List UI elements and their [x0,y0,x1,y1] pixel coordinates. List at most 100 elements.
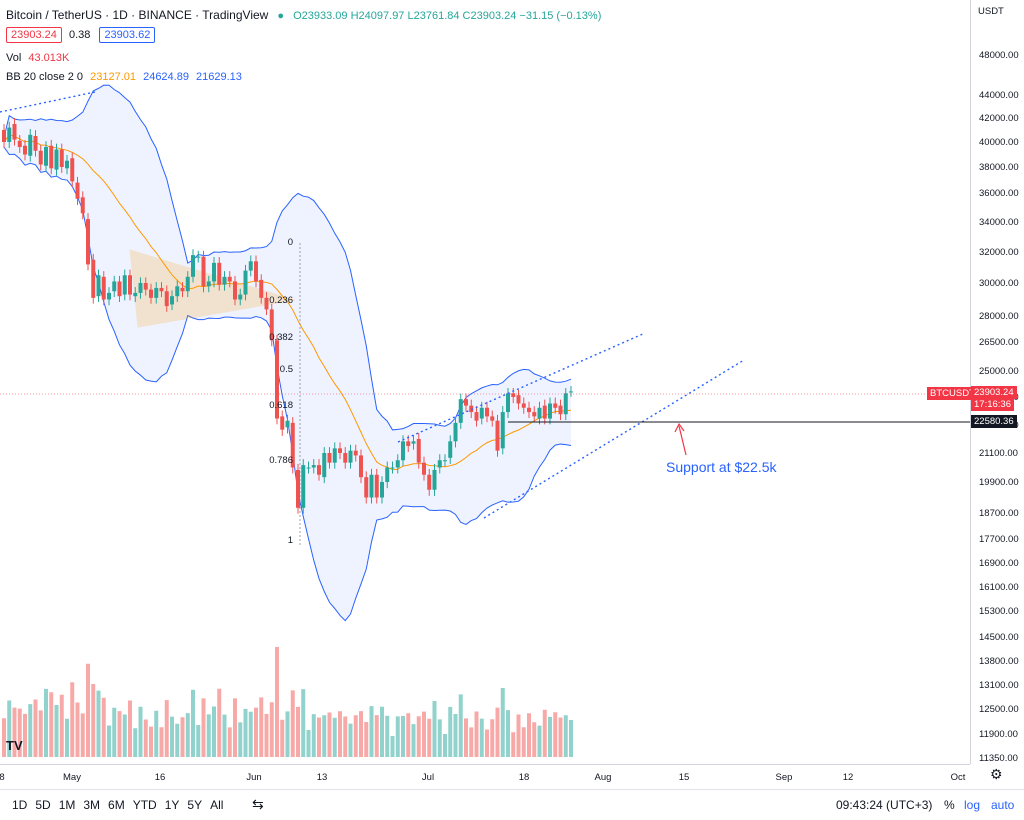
candle [212,257,216,288]
spread-value: 0.38 [68,29,91,41]
price-tick-label: 13800.00 [979,656,1019,667]
candle-body [128,275,132,295]
candle-body [264,297,269,310]
symbol-title[interactable]: Bitcoin / TetherUS · 1D · BINANCE · Trad… [6,8,269,22]
candle [495,414,500,457]
volume-bar [154,710,159,757]
candle [474,406,479,427]
volume-bar [306,730,311,757]
fib-level-label: 0.5 [280,364,293,375]
price-chart[interactable]: 0 0.236 0.382 0.5 0.618 0.786 1 Support at $22.… [0,0,970,764]
support-annotation: Support at $22.5k [666,459,778,475]
volume-bar [301,689,306,757]
bollinger-upper-line [3,84,572,431]
time-axis[interactable]: 8 May 16 Jun 13 Jul 18 Aug 15 Sep 12 Oct [0,764,970,789]
volume-bar [201,698,206,757]
range-button-1m[interactable]: 1M [58,798,76,812]
range-button-all[interactable]: All [210,798,224,812]
candle-body [80,197,85,214]
candle [395,454,400,474]
volume-bar [128,700,132,757]
candle [23,139,27,161]
candle [44,141,48,172]
upper-trendline-left [0,91,96,113]
volume-bar [432,701,437,757]
range-button-1d[interactable]: 1D [12,798,28,812]
candle-body [201,256,206,287]
volume-bar [469,727,474,757]
volume-bar [569,720,573,757]
volume-bar [91,684,96,757]
price-tick-label: 30000.00 [979,278,1019,289]
ask-box[interactable]: 23903.62 [99,27,156,43]
bottom-toolbar: 1D 5D 1M 3M 6M YTD 1Y 5Y All ⇆ 09:43:24 (UTC+3) … [0,789,1024,820]
range-button-6m[interactable]: 6M [108,798,125,812]
volume-bar [38,710,43,757]
tradingview-logo[interactable]: TV [6,738,23,753]
range-button-3m[interactable]: 3M [83,798,101,812]
candle-body [516,395,521,404]
range-button-1y[interactable]: 1Y [164,798,180,812]
settings-gear-icon[interactable]: ⚙ [990,766,1003,782]
time-tick-label: 16 [155,772,166,783]
compare-icon[interactable]: ⇆ [252,796,264,812]
volume-bar [500,688,505,757]
candle-body [338,448,342,453]
candle-body [479,407,484,419]
auto-toggle[interactable]: auto [991,798,1015,812]
volume-bar [558,717,563,757]
countdown-tag: 17:16:36 [971,398,1014,411]
support-arrow [678,425,687,456]
range-button-5d[interactable]: 5D [35,798,51,812]
range-button-5y[interactable]: 5Y [187,798,203,812]
candle-body [364,477,369,498]
candle-body [275,340,279,419]
volume-bar [427,718,432,757]
candle-body [222,276,227,285]
candle [65,154,69,175]
market-status-icon: ● [277,10,285,22]
candle-body [107,292,111,300]
candle-body [143,283,148,290]
volume-bar [553,712,558,757]
candle [448,435,453,464]
candle-body [217,262,222,285]
volume-bar [338,711,342,757]
bid-box[interactable]: 23903.24 [6,27,62,43]
candle [222,271,227,291]
candle [374,468,379,504]
volume-bar [164,700,169,757]
candle-body [485,407,489,417]
candle-body [243,270,248,295]
percent-toggle[interactable]: % [944,798,955,812]
candle [359,449,363,484]
log-toggle[interactable]: log [964,798,981,812]
price-axis[interactable]: 48000.00 44000.00 42000.00 40000.00 38000.00… [927,0,1024,764]
candle [243,264,248,301]
candle-body [500,412,505,449]
candle [416,432,421,469]
candle-body [553,403,558,408]
volume-bar [332,717,337,757]
candle-body [233,281,237,300]
candle [201,250,206,293]
time-tick-label: 15 [679,772,690,783]
candle-body [437,460,442,468]
candle [254,255,258,288]
candle [107,287,111,306]
volume-bar [532,722,537,757]
price-tick-label: 16100.00 [979,582,1019,593]
range-button-ytd[interactable]: YTD [132,798,157,812]
candle [427,468,432,496]
price-tick-label: 17700.00 [979,534,1019,545]
currency-label[interactable]: USDT [978,6,1004,17]
candle [569,386,573,397]
price-tick-label: 26500.00 [979,337,1019,348]
candle [311,459,316,474]
candle [537,401,542,425]
volume-bar [296,706,300,757]
candle [122,269,127,301]
candle [128,269,132,301]
volume-bar [537,725,542,757]
candle [238,288,243,306]
